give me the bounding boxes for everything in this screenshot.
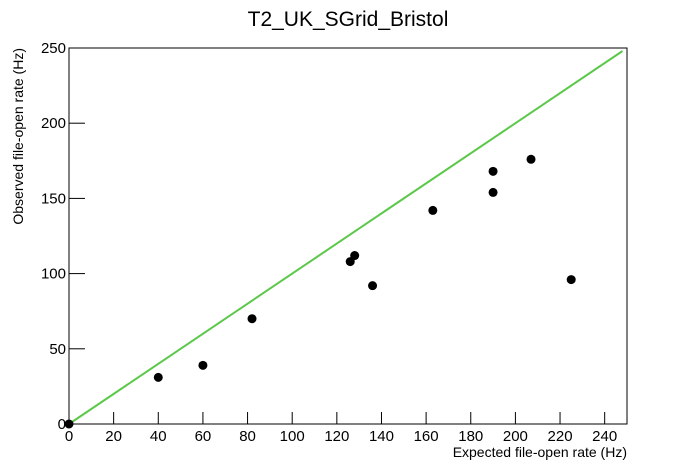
- x-tick-label: 80: [239, 428, 256, 445]
- x-tick-label: 100: [280, 428, 305, 445]
- data-point: [488, 187, 498, 197]
- chart-title: T2_UK_SGrid_Bristol: [248, 8, 449, 31]
- data-point: [64, 419, 74, 429]
- data-point: [428, 205, 438, 215]
- data-point: [153, 372, 163, 382]
- x-tick-label: 20: [105, 428, 122, 445]
- x-tick-label: 180: [458, 428, 483, 445]
- y-tick-label: 150: [41, 190, 66, 207]
- y-axis-label: Observed file-open rate (Hz): [10, 48, 26, 225]
- x-tick-label: 0: [65, 428, 73, 445]
- data-point: [198, 360, 208, 370]
- x-tick-label: 200: [503, 428, 528, 445]
- data-point: [488, 166, 498, 176]
- x-axis-label: Expected file-open rate (Hz): [453, 444, 627, 460]
- y-tick-label: 200: [41, 115, 66, 132]
- y-tick-label: 100: [41, 266, 66, 283]
- x-tick-label: 140: [369, 428, 394, 445]
- y-tick-label: 250: [41, 40, 66, 57]
- reference-line: [68, 50, 624, 425]
- x-tick-label: 240: [592, 428, 617, 445]
- x-tick-label: 220: [548, 428, 573, 445]
- x-tick-label: 160: [414, 428, 439, 445]
- x-tick-label: 60: [195, 428, 212, 445]
- data-point: [566, 275, 576, 285]
- data-point: [368, 281, 378, 291]
- plot-frame: [68, 47, 628, 425]
- x-tick-label: 120: [324, 428, 349, 445]
- x-tick-label: 40: [150, 428, 167, 445]
- y-tick-label: 50: [49, 341, 66, 358]
- data-point: [350, 251, 360, 261]
- y-tick-label: 0: [58, 416, 66, 433]
- data-point: [526, 154, 536, 164]
- data-point: [247, 314, 257, 324]
